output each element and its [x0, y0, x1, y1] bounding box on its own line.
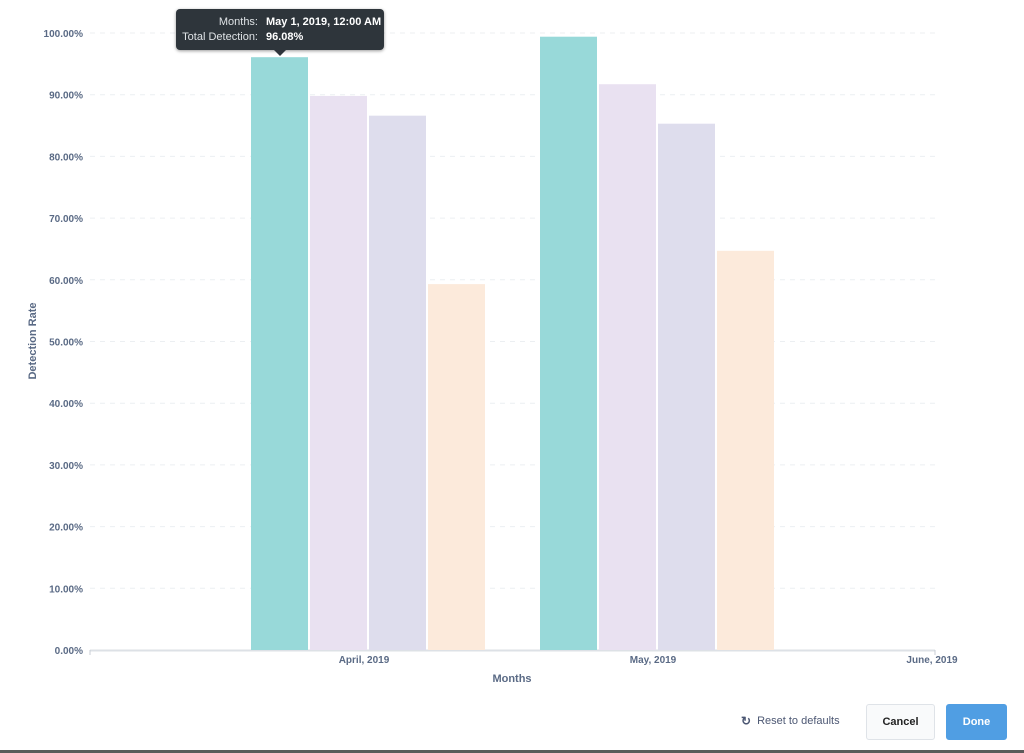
bar: [717, 250, 774, 650]
y-tick-label: 40.00%: [49, 399, 83, 410]
y-tick-label: 20.00%: [49, 523, 83, 534]
bar: [658, 123, 715, 651]
tooltip-months-label: Months:: [218, 16, 258, 28]
chart-tooltip: Months: May 1, 2019, 12:00 AM Total Dete…: [176, 9, 384, 56]
reset-label: Reset to defaults: [757, 715, 840, 727]
cancel-button[interactable]: Cancel: [866, 704, 935, 740]
y-tick-label: 100.00%: [44, 29, 84, 40]
reset-to-defaults-button[interactable]: ↻ Reset to defaults: [741, 714, 840, 728]
window-bottom-edge: [0, 750, 1024, 753]
bar-chart: 0.00% 10.00% 20.00% 30.00% 40.00% 50.00% 60.00…: [27, 29, 958, 685]
y-tick-label: 0.00%: [55, 646, 83, 657]
x-tick-label: June, 2019: [906, 655, 958, 666]
bar: [540, 36, 597, 650]
tooltip-detection-value: 96.08%: [266, 31, 304, 43]
x-tick-label: April, 2019: [339, 655, 390, 666]
bar: [251, 57, 308, 650]
x-axis-title: Months: [492, 673, 531, 685]
y-tick-label: 60.00%: [49, 276, 83, 287]
bar: [310, 95, 367, 650]
tooltip-detection-label: Total Detection:: [182, 31, 258, 43]
bar: [369, 115, 426, 651]
y-tick-label: 80.00%: [49, 152, 83, 163]
y-tick-label: 30.00%: [49, 461, 83, 472]
done-button[interactable]: Done: [946, 704, 1007, 740]
y-axis-title: Detection Rate: [27, 302, 39, 379]
y-tick-label: 90.00%: [49, 91, 83, 102]
bar: [599, 84, 656, 650]
x-tick-label: May, 2019: [630, 655, 677, 666]
y-tick-label: 70.00%: [49, 214, 83, 225]
bar: [428, 284, 485, 650]
y-tick-label: 50.00%: [49, 338, 83, 349]
refresh-icon: ↻: [741, 714, 752, 728]
y-tick-label: 10.00%: [49, 584, 83, 595]
tooltip-months-value: May 1, 2019, 12:00 AM: [266, 16, 382, 28]
